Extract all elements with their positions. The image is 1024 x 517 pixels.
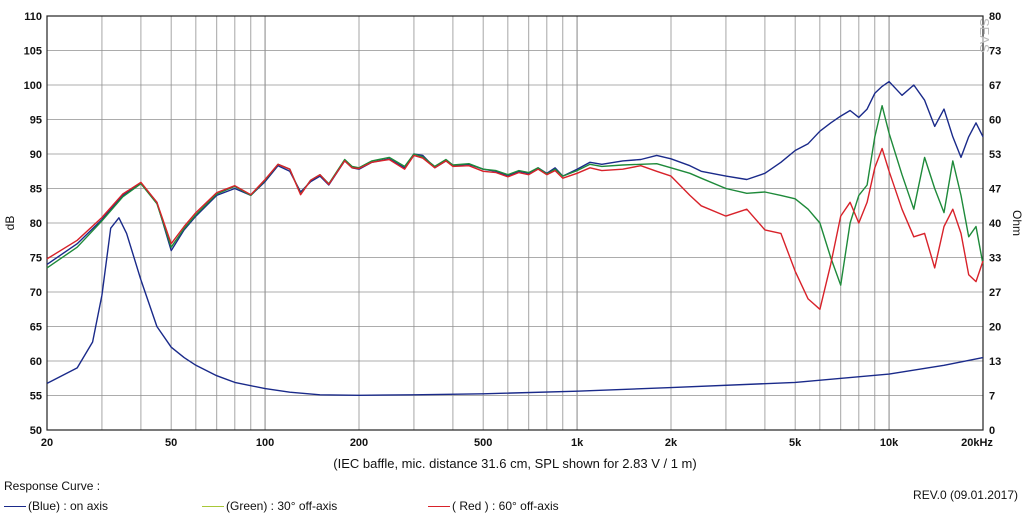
legend-label-blue: (Blue) : on axis — [28, 499, 109, 513]
y2-tick-label: 0 — [989, 425, 995, 437]
y2-tick-label: 80 — [989, 11, 1001, 23]
x-tick-label: 2k — [665, 437, 678, 449]
y-tick-label: 100 — [24, 80, 42, 92]
y2-axis-label: Ohm — [1010, 210, 1024, 236]
y2-tick-label: 73 — [989, 46, 1001, 58]
x-tick-label: 5k — [789, 437, 802, 449]
legend-label-red: ( Red ) : 60° off-axis — [452, 499, 559, 513]
y-tick-label: 70 — [30, 287, 42, 299]
x-tick-label: 20 — [41, 437, 53, 449]
plot-frame — [46, 15, 984, 431]
y-axis-label: dB — [3, 216, 17, 231]
y-tick-label: 105 — [24, 46, 42, 58]
y-tick-label: 75 — [30, 253, 42, 265]
y-tick-label: 80 — [30, 218, 42, 230]
y2-tick-label: 67 — [989, 80, 1001, 92]
y2-tick-label: 40 — [989, 218, 1001, 230]
legend-swatch-blue — [4, 506, 26, 508]
x-tick-label: 1k — [571, 437, 584, 449]
y-tick-label: 65 — [30, 322, 42, 334]
y-tick-label: 85 — [30, 184, 42, 196]
x-tick-label: 200 — [350, 437, 368, 449]
series-line-impedance — [46, 217, 984, 396]
legend-title: Response Curve : — [4, 479, 101, 493]
x-tick-label: 10k — [880, 437, 899, 449]
watermark-text: SEAS — [977, 18, 992, 53]
y2-tick-label: 7 — [989, 390, 995, 402]
y2-tick-label: 13 — [989, 356, 1001, 368]
legend-label-green: (Green) : 30° off-axis — [226, 499, 338, 513]
y-tick-label: 55 — [30, 391, 42, 403]
y-tick-label: 90 — [30, 149, 42, 161]
y-tick-label: 95 — [30, 115, 42, 127]
x-tick-label: 20kHz — [961, 437, 993, 449]
legend-item-blue: (Blue) : on axis — [4, 499, 108, 513]
legend-item-red: ( Red ) : 60° off-axis — [428, 499, 559, 513]
y2-tick-label: 33 — [989, 253, 1001, 265]
y2-tick-label: 27 — [989, 287, 1001, 299]
x-tick-label: 500 — [474, 437, 492, 449]
y-tick-label: 50 — [30, 425, 42, 437]
frequency-response-chart: SEAS110105100959085807570656055508073676… — [3, 11, 1024, 471]
y2-tick-label: 60 — [989, 115, 1001, 127]
series-line-60-off-axis — [46, 147, 984, 310]
y-tick-label: 60 — [30, 356, 42, 368]
x-tick-label: 100 — [256, 437, 274, 449]
legend-swatch-green — [202, 506, 224, 508]
x-tick-label: 50 — [165, 437, 177, 449]
y2-tick-label: 47 — [989, 183, 1001, 195]
legend-item-green: (Green) : 30° off-axis — [202, 499, 337, 513]
y-tick-label: 110 — [24, 11, 42, 23]
legend-swatch-red — [428, 506, 450, 508]
x-axis-label: (IEC baffle, mic. distance 31.6 cm, SPL … — [333, 456, 696, 471]
y2-tick-label: 53 — [989, 149, 1001, 161]
revision-label: REV.0 (09.01.2017) — [913, 488, 1018, 502]
y2-tick-label: 20 — [989, 322, 1001, 334]
